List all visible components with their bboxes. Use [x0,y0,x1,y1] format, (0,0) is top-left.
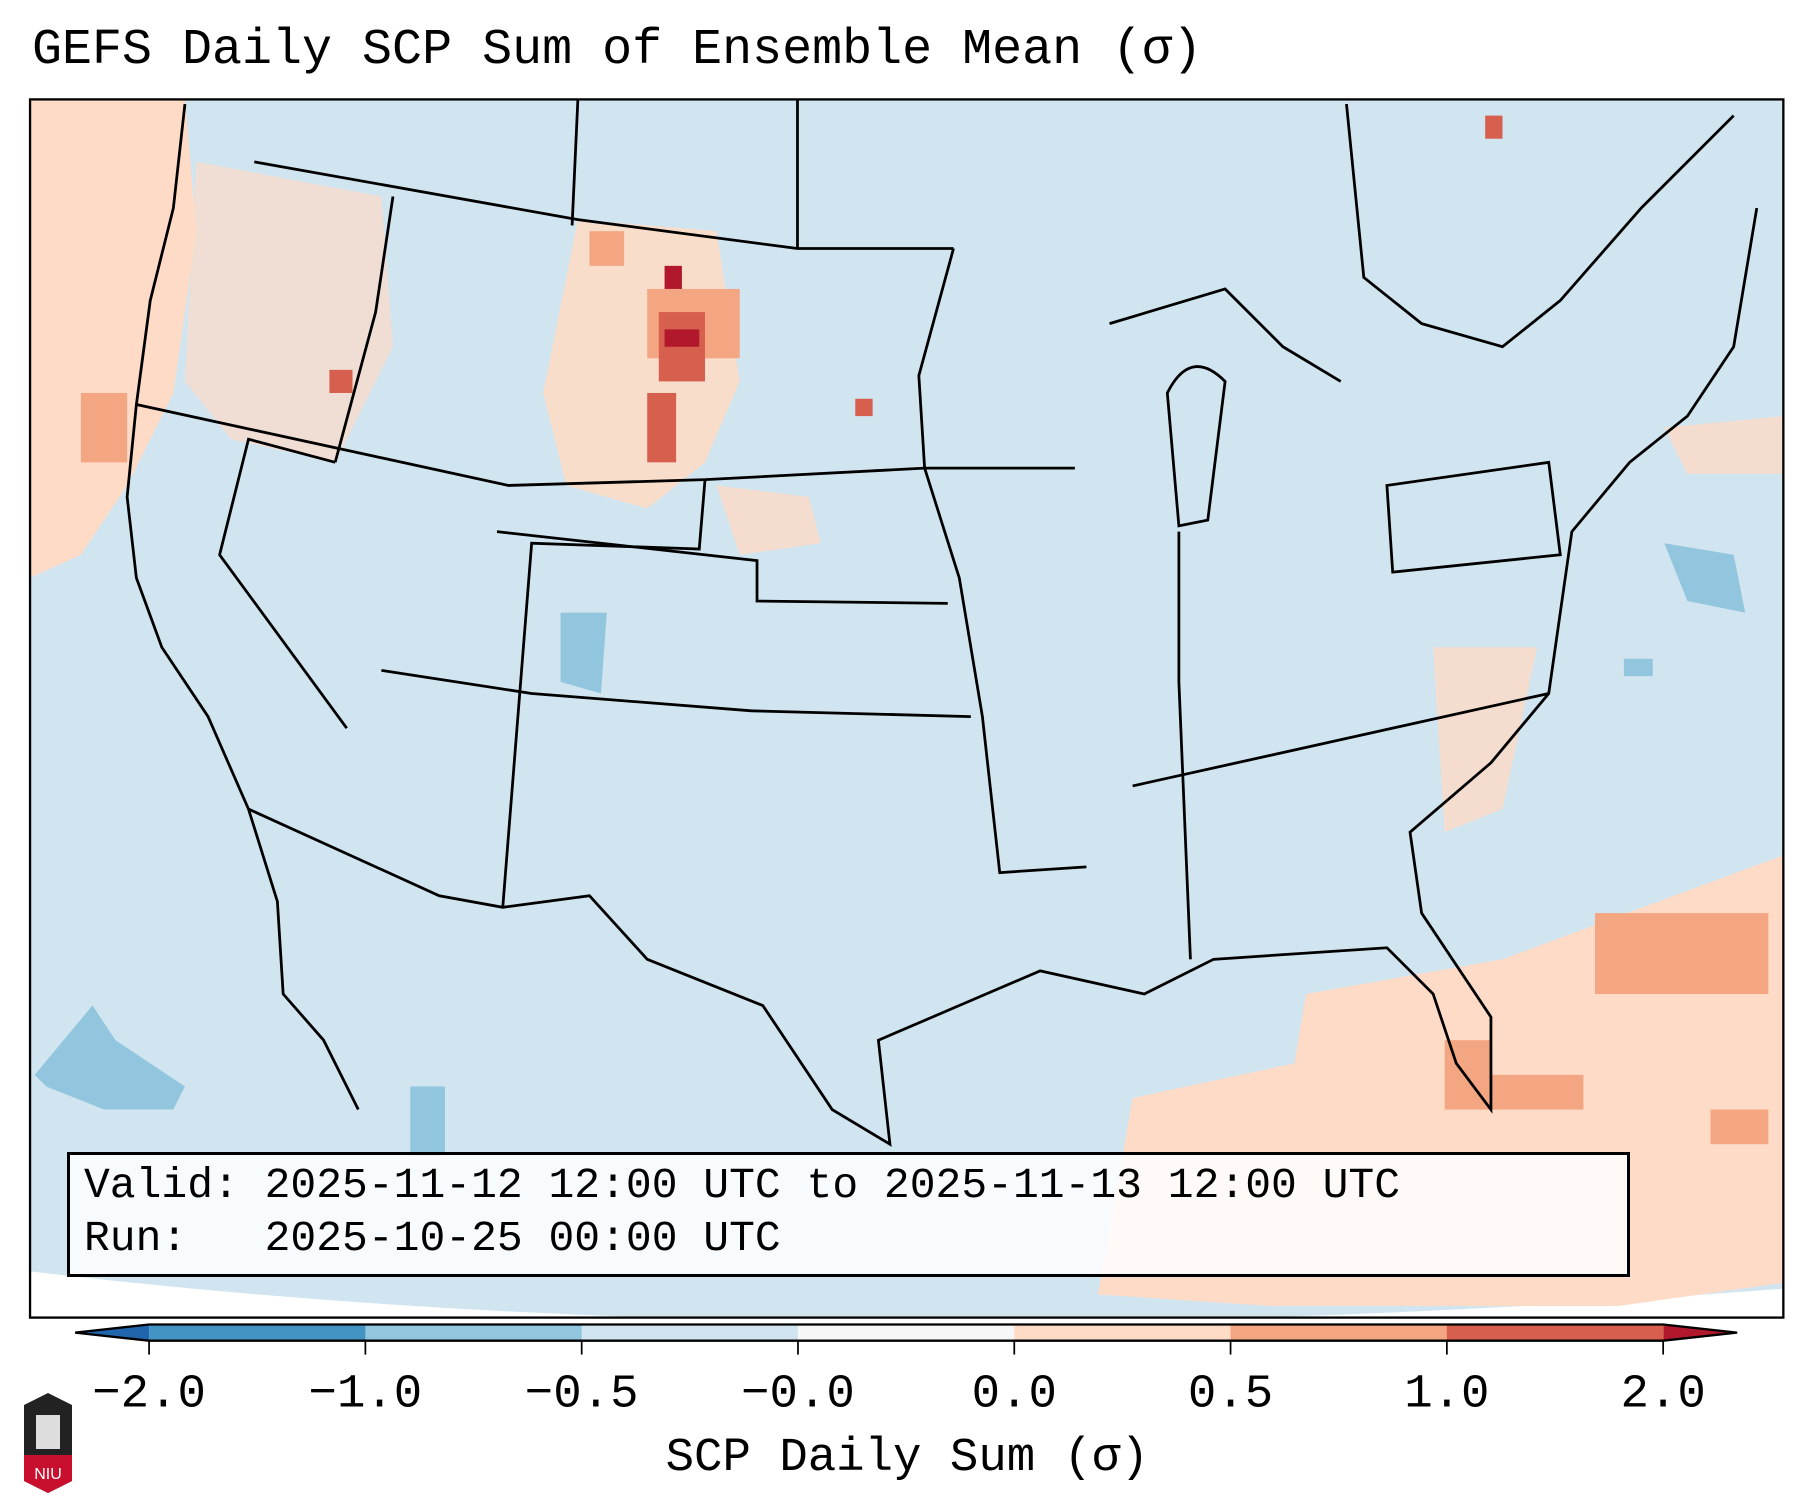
map-frame [28,98,1785,1319]
colorbar-extend-max [1663,1324,1738,1341]
colorbar-bin [581,1324,799,1341]
colorbar-ticks: −2.0 −1.0 −0.5 −0.0 0.0 0.5 1.0 2.0 [92,1340,1706,1422]
coastlines-and-borders [125,99,1759,1147]
colorbar-tick-label: −0.0 [741,1369,855,1422]
colorbar-bin [1014,1324,1232,1341]
colorbar-bin [149,1324,366,1341]
valid-run-info-box: Valid: 2025-11-12 12:00 UTC to 2025-11-1… [67,1152,1630,1277]
svg-text:NIU: NIU [34,1466,62,1483]
colorbar [74,1323,1738,1342]
niu-logo: NIU [24,1393,72,1493]
colorbar-tick-label: −1.0 [309,1369,423,1422]
colorbar-extend-min [75,1324,150,1341]
run-time-text: Run: 2025-10-25 00:00 UTC [84,1214,781,1263]
colorbar-bin [365,1324,583,1341]
negative-anomaly-patches [34,543,1746,1156]
max-anomaly-patches [664,265,700,347]
colorbar-tick-label: 0.0 [972,1369,1057,1422]
colorbar-tick-label: 1.0 [1404,1369,1489,1422]
colorbar-bin [1230,1324,1448,1341]
colorbar-bin [797,1324,1015,1341]
chart-title: GEFS Daily SCP Sum of Ensemble Mean (σ) [32,22,1203,79]
colorbar-label: SCP Daily Sum (σ) [666,1432,1149,1485]
colorbar-tick-label: 0.5 [1188,1369,1273,1422]
colorbar-tick-label: −0.5 [525,1369,639,1422]
colorbar-bin [1446,1324,1664,1341]
colorbar-tick-label: −2.0 [92,1369,206,1422]
colorbar-tick-label: 2.0 [1621,1369,1706,1422]
outside-domain [30,1271,1784,1318]
valid-time-text: Valid: 2025-11-12 12:00 UTC to 2025-11-1… [84,1161,1401,1210]
map-area [30,99,1784,1318]
